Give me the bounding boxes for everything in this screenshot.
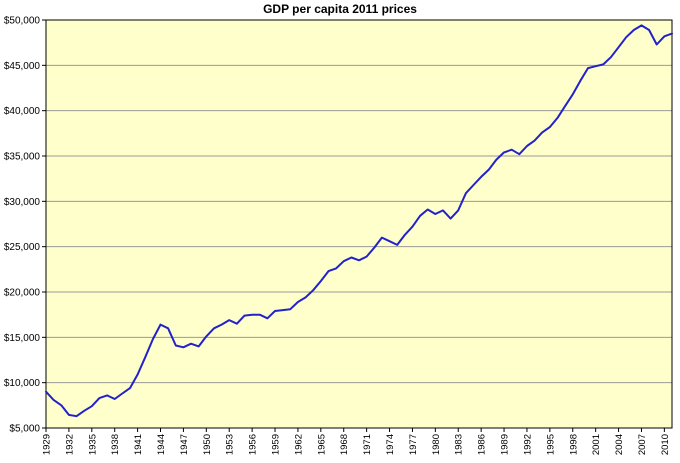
gdp-line: [45, 24, 673, 418]
y-tick-label: $35,000: [4, 152, 41, 163]
x-tick-label: 1998: [568, 434, 579, 455]
x-tick-label: 1989: [500, 434, 511, 455]
x-tick-label: 1977: [408, 434, 419, 455]
x-tick-label: 1962: [293, 434, 304, 455]
plot-area: [45, 19, 673, 429]
y-tick-label: $10,000: [4, 378, 41, 389]
x-tick-label: 1935: [87, 434, 98, 455]
x-tick-label: 2001: [591, 434, 602, 455]
x-tick-label: 1941: [133, 434, 144, 455]
x-tick-label: 1983: [454, 434, 465, 455]
x-tick-label: 1992: [522, 434, 533, 455]
x-tick-label: 1932: [64, 434, 75, 455]
x-tick-label: 1974: [385, 434, 396, 455]
x-tick-label: 1947: [179, 434, 190, 455]
y-tick-label: $20,000: [4, 288, 41, 299]
x-tick-label: 1938: [110, 434, 121, 455]
x-tick-label: 2007: [637, 434, 648, 455]
x-tick-label: 1956: [248, 434, 259, 455]
x-tick-label: 1965: [316, 434, 327, 455]
x-tick-label: 1929: [42, 434, 53, 455]
chart-title: GDP per capita 2011 prices: [263, 2, 417, 16]
x-tick-label: 1986: [477, 434, 488, 455]
x-tick-label: 1995: [545, 434, 556, 455]
x-tick-label: 1959: [271, 434, 282, 455]
x-tick-label: 1953: [225, 434, 236, 455]
y-tick-label: $25,000: [4, 242, 41, 253]
x-tick-label: 1968: [339, 434, 350, 455]
x-tick-label: 1971: [362, 434, 373, 455]
plot-border: [45, 19, 673, 429]
y-tick-label: $45,000: [4, 61, 41, 72]
y-tick-label: $5,000: [9, 424, 40, 435]
x-tick-label: 2004: [614, 434, 625, 455]
x-tick-label: 2010: [660, 434, 671, 455]
y-tick-label: $50,000: [4, 16, 41, 27]
y-tick-label: $15,000: [4, 333, 41, 344]
x-tick-label: 1944: [156, 434, 167, 455]
x-tick-label: 1980: [431, 434, 442, 455]
y-tick-label: $40,000: [4, 106, 41, 117]
x-tick-label: 1950: [202, 434, 213, 455]
y-tick-label: $30,000: [4, 197, 41, 208]
